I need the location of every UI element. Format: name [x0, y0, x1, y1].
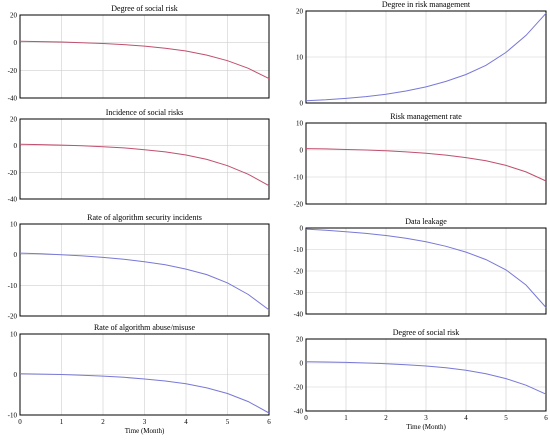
- chart-4: Degree in risk management 0 10 20: [296, 0, 547, 108]
- y-tick-label: 0: [14, 39, 18, 47]
- chart-title: Degree in risk management: [382, 0, 471, 9]
- y-tick-label: 10: [10, 221, 18, 229]
- chart-6: Data leakage -40 -30 -20 -10 0: [294, 217, 547, 319]
- plot-frame: [19, 223, 270, 317]
- x-tick-label: 1: [344, 414, 348, 422]
- y-tick-label: -40: [294, 311, 304, 319]
- x-tick-label: 5: [504, 414, 508, 422]
- chart-1: Incidence of social risks -40 -20 0 20: [8, 108, 270, 204]
- plot-frame: [19, 14, 270, 99]
- y-tick-label: -30: [294, 289, 304, 297]
- series-line: [305, 228, 547, 308]
- series-line: [305, 12, 547, 102]
- series-line: [19, 373, 270, 414]
- y-tick-label: -40: [8, 95, 18, 103]
- chart-title: Degree of social risk: [111, 4, 177, 13]
- series-line: [19, 143, 270, 187]
- plot-frame: [19, 118, 270, 200]
- plot-frame: [305, 338, 547, 412]
- y-tick-label: 10: [10, 331, 18, 339]
- y-tick-label: 0: [14, 142, 18, 150]
- chart-5: Risk management rate -20 -10 0 10: [294, 112, 547, 209]
- chart-0: Degree of social risk -40 -20 0 20: [8, 4, 270, 103]
- x-axis-label: Time (Month): [125, 427, 165, 435]
- y-tick-label: -20: [8, 67, 18, 75]
- chart-title: Degree of social risk: [393, 328, 459, 337]
- y-tick-label: -10: [8, 282, 18, 290]
- y-tick-label: 0: [300, 147, 304, 155]
- x-tick-label: 4: [464, 414, 468, 422]
- chart-title: Risk management rate: [390, 112, 462, 121]
- y-tick-label: -10: [294, 174, 304, 182]
- plot-frame: [19, 333, 270, 416]
- y-tick-label: -20: [294, 201, 304, 209]
- y-tick-label: -20: [294, 268, 304, 276]
- x-tick-label: 2: [101, 418, 105, 426]
- x-tick-label: 0: [18, 418, 22, 426]
- chart-title: Incidence of social risks: [106, 108, 184, 117]
- x-axis-label: Time (Month): [406, 423, 446, 431]
- y-tick-label: -10: [8, 412, 18, 420]
- series-line: [19, 40, 270, 80]
- chart-7: Degree of social risk -40 -20 0 20 0 1 2 3 4 5 6 Tim…: [294, 328, 549, 431]
- series-line: [305, 361, 547, 395]
- y-tick-label: -20: [8, 313, 18, 321]
- plot-frame: [305, 10, 547, 104]
- y-tick-label: 20: [10, 12, 18, 20]
- series-line: [19, 252, 270, 311]
- y-tick-label: -40: [8, 196, 18, 204]
- y-tick-label: 10: [296, 120, 304, 128]
- plot-frame: [305, 227, 547, 315]
- y-tick-label: 10: [296, 54, 304, 62]
- y-tick-label: -40: [294, 408, 304, 416]
- series-line: [305, 148, 547, 182]
- y-tick-label: 20: [296, 336, 304, 344]
- y-tick-label: 0: [300, 100, 304, 108]
- chart-title: Rate of algorithm security incidents: [87, 213, 202, 222]
- x-tick-label: 1: [60, 418, 64, 426]
- x-tick-label: 3: [143, 418, 147, 426]
- x-tick-label: 3: [424, 414, 428, 422]
- y-tick-label: 0: [14, 251, 18, 259]
- chart-2: Rate of algorithm security incidents -20 -…: [8, 213, 270, 321]
- x-tick-label: 5: [226, 418, 230, 426]
- x-tick-label: 6: [267, 418, 271, 426]
- y-tick-label: 20: [10, 116, 18, 124]
- plot-frame: [305, 122, 547, 205]
- chart-title: Rate of algorithm abuse/misuse: [94, 323, 196, 332]
- y-tick-label: 0: [300, 360, 304, 368]
- y-tick-label: -20: [294, 384, 304, 392]
- y-tick-label: 20: [296, 8, 304, 16]
- x-tick-label: 2: [384, 414, 388, 422]
- chart-title: Data leakage: [405, 217, 447, 226]
- x-tick-label: 0: [304, 414, 308, 422]
- y-tick-label: -10: [294, 246, 304, 254]
- x-tick-label: 4: [184, 418, 188, 426]
- y-tick-label: 0: [14, 371, 18, 379]
- y-tick-label: -20: [8, 169, 18, 177]
- y-tick-label: 0: [300, 225, 304, 233]
- x-tick-label: 6: [544, 414, 548, 422]
